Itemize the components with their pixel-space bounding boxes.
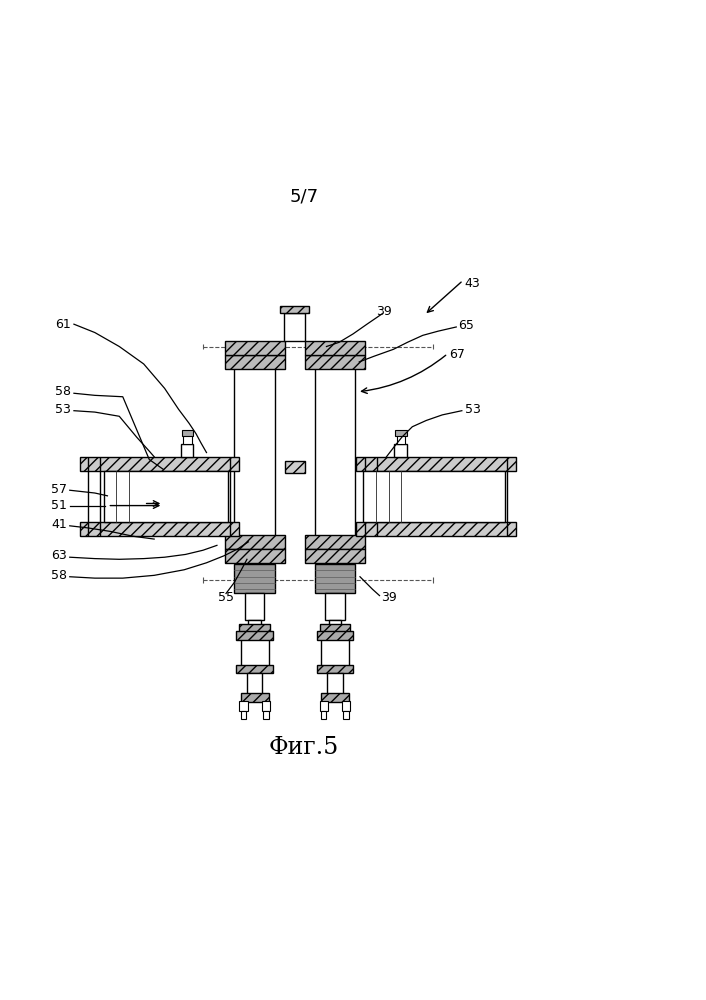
Bar [357, 522, 515, 536]
Text: Фиг.5: Фиг.5 [269, 736, 340, 759]
Bar [305, 355, 365, 369]
Bar [245, 593, 264, 620]
Bar [181, 444, 193, 457]
Bar [184, 434, 192, 444]
Bar [262, 701, 270, 711]
Text: 58: 58 [51, 569, 67, 582]
Text: 63: 63 [52, 549, 67, 562]
Bar [263, 711, 268, 719]
Bar [225, 341, 285, 355]
Bar [104, 471, 228, 522]
Bar [241, 711, 246, 719]
Bar [325, 593, 345, 620]
Bar [305, 549, 365, 563]
Text: 55: 55 [218, 591, 234, 604]
Bar [342, 701, 350, 711]
Bar [321, 711, 326, 719]
Text: 57: 57 [51, 483, 67, 496]
Text: 65: 65 [458, 319, 474, 332]
Text: 51: 51 [51, 499, 67, 512]
Bar [182, 430, 193, 436]
Bar [285, 461, 305, 473]
Text: 61: 61 [55, 318, 71, 331]
Bar [234, 355, 275, 549]
Bar [394, 444, 407, 457]
Bar [237, 631, 273, 640]
Bar [225, 549, 285, 563]
Bar [320, 624, 350, 633]
Bar [239, 701, 248, 711]
Bar [397, 434, 405, 444]
Bar [239, 624, 270, 633]
Bar [225, 355, 285, 369]
Bar [241, 693, 268, 702]
Bar [315, 564, 355, 593]
Text: 41: 41 [52, 518, 67, 531]
Bar [315, 355, 355, 549]
Bar [317, 665, 353, 673]
Bar [280, 306, 309, 313]
Bar [343, 711, 349, 719]
Text: 67: 67 [449, 348, 465, 361]
Bar [317, 631, 353, 640]
Bar [80, 457, 239, 471]
Text: 43: 43 [465, 277, 480, 290]
Text: 5/7: 5/7 [289, 188, 318, 206]
Bar [321, 693, 349, 702]
Bar [357, 457, 515, 471]
Bar [241, 633, 268, 667]
Bar [247, 673, 263, 694]
Bar [305, 341, 365, 355]
Bar [364, 471, 505, 522]
Bar [80, 522, 239, 536]
Bar [328, 620, 341, 633]
Bar [285, 313, 305, 341]
Bar [225, 535, 285, 549]
Text: 39: 39 [381, 591, 397, 604]
Text: 53: 53 [55, 403, 71, 416]
Bar [327, 673, 342, 694]
Bar [305, 535, 365, 549]
Bar [395, 430, 407, 436]
Bar [234, 564, 275, 593]
Text: 53: 53 [465, 403, 481, 416]
Bar [249, 620, 261, 633]
Bar [321, 633, 349, 667]
Text: 39: 39 [376, 305, 392, 318]
Bar [237, 665, 273, 673]
Bar [320, 701, 328, 711]
Text: 58: 58 [55, 385, 71, 398]
